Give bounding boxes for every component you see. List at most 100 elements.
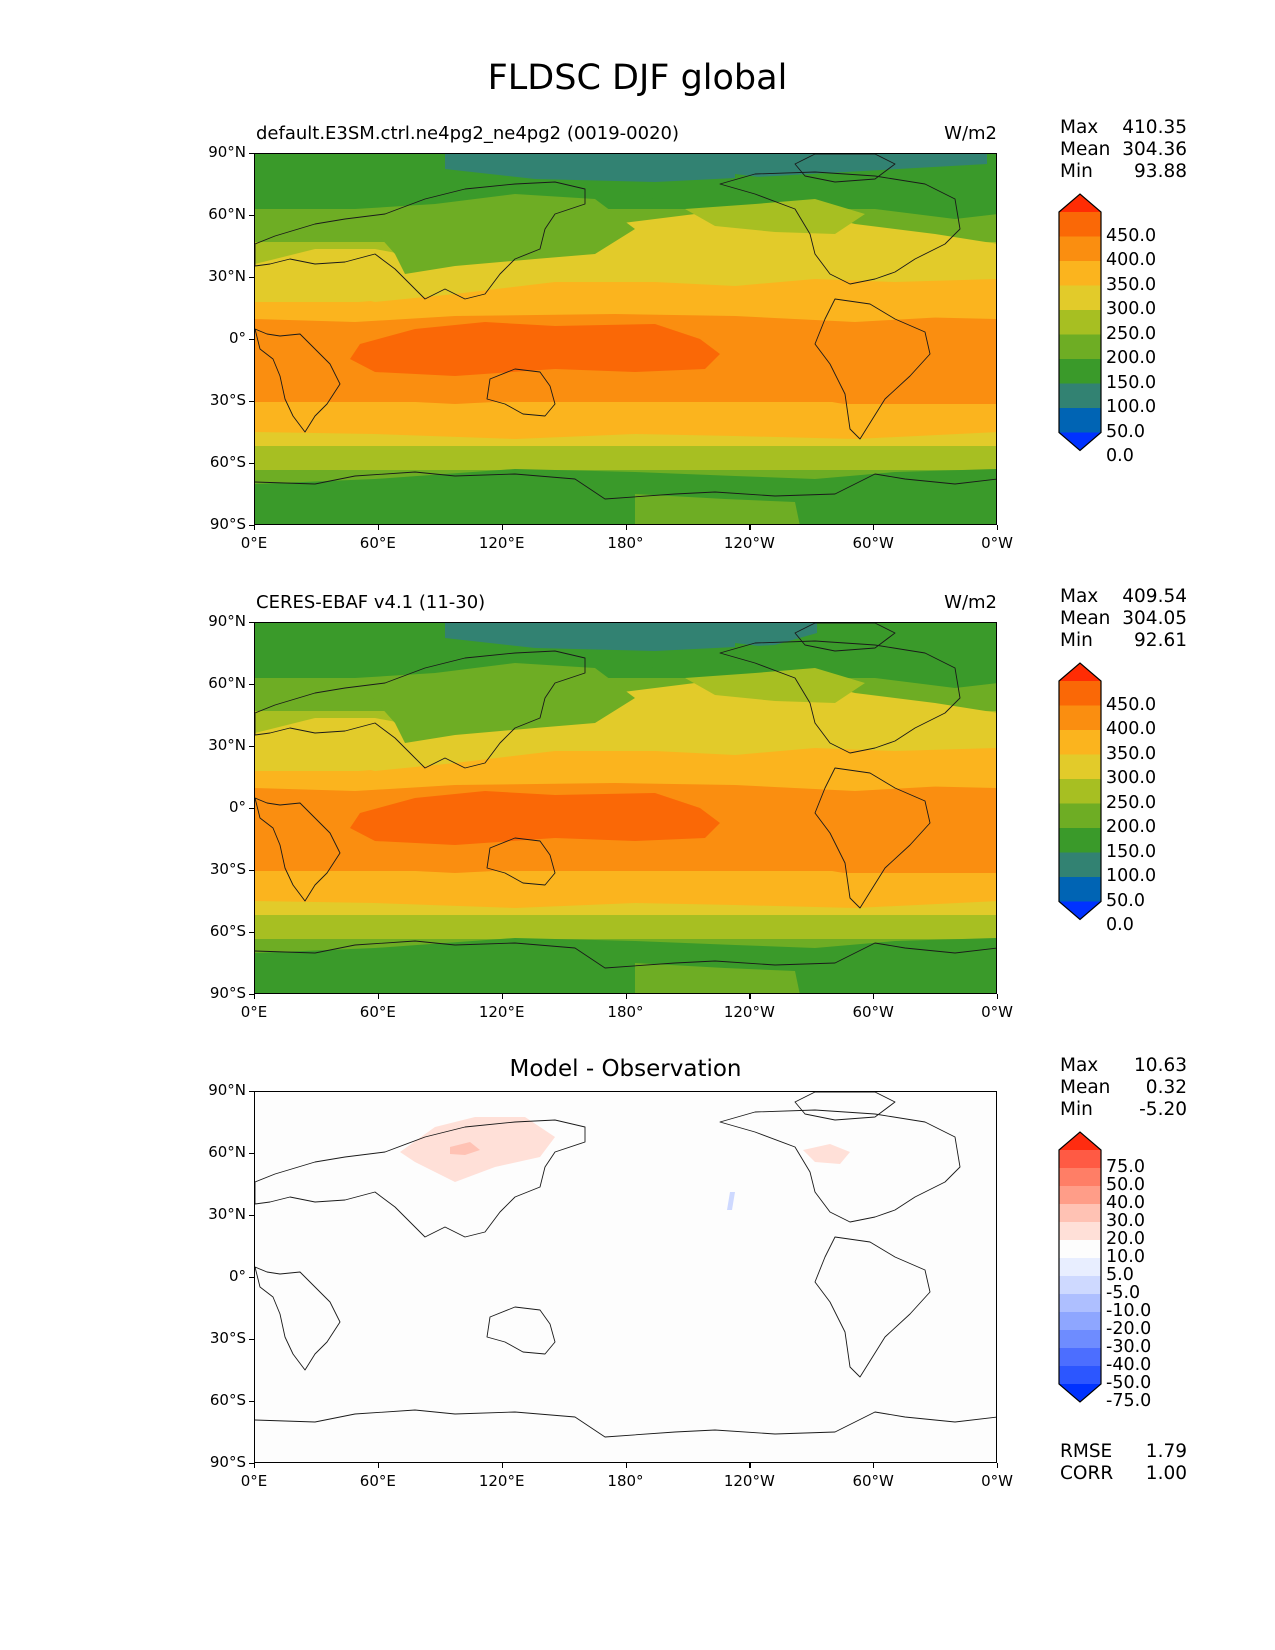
colorbar-tick-label: 150.0	[1106, 841, 1157, 862]
lon-tick-label: 0°E	[240, 534, 268, 552]
lat-tick-mark	[249, 1463, 254, 1465]
lon-tick-label: 60°W	[852, 534, 894, 552]
lat-tick-mark	[249, 525, 254, 527]
lon-tick-mark	[501, 525, 503, 530]
stat-value: 304.36	[1122, 139, 1187, 160]
colorbar-extend-min	[1059, 432, 1101, 451]
lat-tick-mark	[249, 1401, 254, 1403]
colorbar-segment	[1059, 730, 1101, 755]
lat-tick-mark	[249, 994, 254, 996]
coastline	[486, 837, 556, 886]
negative-anomaly	[727, 1192, 735, 1210]
lat-tick-label: 60°N	[208, 1143, 246, 1161]
colorbar-segment	[1059, 1276, 1101, 1295]
colorbar-segment	[1059, 334, 1101, 360]
colorbar-svg	[1058, 1131, 1102, 1403]
lon-tick-label: 120°W	[723, 534, 775, 552]
colorbar-segment	[1059, 803, 1101, 829]
lon-tick-mark	[997, 994, 999, 999]
colorbar-tick-label: 250.0	[1106, 792, 1157, 813]
stat-label: Min	[1060, 161, 1093, 182]
stat-value: 409.54	[1122, 586, 1187, 607]
colorbar-segment	[1059, 754, 1101, 780]
colorbar-tick-label: -50.0	[1106, 1373, 1152, 1393]
panel-1-colorbar: 450.0 400.0 350.0 300.0 250.0 200.0 150.0 100.0…	[1058, 193, 1156, 466]
lon-tick-mark	[377, 994, 380, 999]
colorbar-segment	[1059, 285, 1101, 311]
colorbar-segment	[1059, 877, 1101, 902]
panel-3-stats: Max 10.63 Mean 0.32 Min -5.20	[1060, 1055, 1187, 1121]
contour-arctic-green	[735, 643, 996, 688]
colorbar-extend-min	[1059, 1384, 1101, 1402]
lat-tick-label: 30°S	[209, 1329, 246, 1347]
lat-tick-label: 0°	[228, 1267, 246, 1285]
contour-hot	[350, 322, 720, 376]
colorbar-segment	[1059, 1294, 1101, 1313]
contour-pacific-north	[685, 668, 865, 703]
colorbar-tick-label: 350.0	[1106, 274, 1157, 295]
colorbar-tick-label: 150.0	[1106, 372, 1157, 393]
colorbar-tick-label: -40.0	[1106, 1355, 1152, 1375]
colorbar-segment	[1059, 779, 1101, 804]
lon-tick-mark	[377, 1463, 380, 1468]
colorbar-segment	[1059, 1204, 1101, 1223]
lat-tick-mark	[249, 401, 254, 403]
colorbar-tick-label: 400.0	[1106, 719, 1157, 739]
colorbar-segment	[1059, 1222, 1101, 1241]
colorbar-tick-label: 300.0	[1106, 768, 1157, 788]
lat-tick-mark	[249, 1215, 254, 1217]
lon-tick-label: 0°E	[240, 1472, 268, 1490]
lon-tick-mark	[254, 525, 256, 530]
panel-3-title: Model - Observation	[509, 1056, 742, 1082]
lon-tick-mark	[625, 994, 627, 999]
stat-value: 0.32	[1145, 1077, 1187, 1098]
lat-tick-mark	[249, 1153, 254, 1155]
stat-value: 410.35	[1122, 117, 1187, 138]
stat-value: 10.63	[1134, 1055, 1187, 1076]
lon-tick-mark	[997, 525, 999, 530]
lat-tick-label: 60°N	[208, 674, 246, 692]
colorbar-tick-label: 450.0	[1106, 694, 1157, 715]
panel-3-metrics: RMSE 1.79 CORR 1.00	[1060, 1441, 1187, 1485]
lat-tick-label: 30°N	[208, 267, 246, 285]
contour-arctic-outer	[255, 623, 996, 678]
lon-tick-label: 180°	[607, 1003, 644, 1021]
colorbar-segment	[1059, 1366, 1101, 1385]
colorbar-segment	[1059, 1258, 1101, 1277]
lat-tick-label: 0°	[228, 798, 246, 816]
colorbar-extend-max	[1059, 1132, 1101, 1150]
coastline	[255, 181, 586, 300]
lon-tick-label: 60°W	[852, 1472, 894, 1490]
contour-arctic-green	[735, 174, 996, 219]
colorbar-segment	[1059, 1348, 1101, 1367]
lon-tick-mark	[873, 1463, 875, 1468]
colorbar-tick-label: 50.0	[1106, 421, 1145, 442]
metric-value: 1.00	[1145, 1463, 1187, 1484]
contour-arctic-cap	[445, 623, 817, 651]
lat-tick-label: 90°N	[208, 612, 246, 630]
stat-label: Min	[1060, 630, 1093, 651]
difference-contours	[255, 1092, 996, 1462]
lon-tick-mark	[625, 1463, 627, 1468]
lon-tick-label: 120°E	[478, 534, 525, 552]
panel-1-caption: default.E3SM.ctrl.ne4pg2_ne4pg2 (0019-00…	[256, 123, 679, 144]
colorbar-segment	[1059, 261, 1101, 286]
colorbar-tick-label: 50.0	[1106, 1175, 1145, 1195]
colorbar-outline	[1058, 1131, 1102, 1403]
panel-1-units: W/m2	[944, 123, 997, 144]
colorbar-segment	[1059, 828, 1101, 853]
colorbar-tick-label: 200.0	[1106, 348, 1157, 368]
coastline	[794, 154, 896, 183]
colorbar-segment	[1059, 383, 1101, 409]
lon-tick-mark	[749, 525, 751, 530]
lon-tick-mark	[625, 525, 627, 530]
lon-tick-mark	[873, 525, 875, 530]
lat-tick-mark	[249, 463, 254, 465]
colorbar-tick-label: 250.0	[1106, 323, 1157, 344]
stat-label: Mean	[1060, 608, 1111, 629]
contour-hot	[350, 791, 720, 845]
colorbar-outline	[1058, 193, 1102, 452]
lat-tick-label: 0°	[228, 329, 246, 347]
coastline	[719, 640, 961, 754]
lat-tick-label: 60°N	[208, 205, 246, 223]
